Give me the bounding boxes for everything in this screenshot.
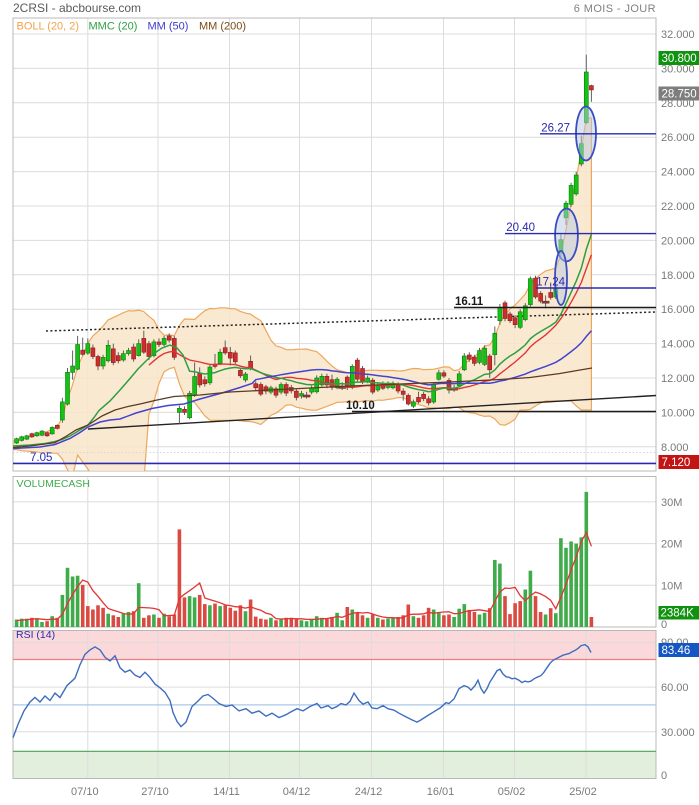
svg-text:12.000: 12.000 — [661, 373, 695, 385]
svg-text:32.000: 32.000 — [661, 29, 695, 41]
svg-text:20M: 20M — [661, 539, 682, 551]
svg-text:MMC (20): MMC (20) — [89, 21, 138, 33]
svg-text:25/02: 25/02 — [569, 786, 597, 798]
svg-text:0: 0 — [661, 619, 667, 631]
svg-text:20.40: 20.40 — [506, 222, 535, 234]
svg-text:10.10: 10.10 — [346, 400, 375, 412]
svg-text:2384K: 2384K — [661, 608, 695, 620]
svg-text:30M: 30M — [661, 497, 682, 509]
svg-text:60.00: 60.00 — [661, 682, 689, 694]
svg-text:30.800: 30.800 — [662, 53, 697, 65]
svg-text:83.46: 83.46 — [662, 645, 691, 657]
svg-text:VOLUMECASH: VOLUMECASH — [17, 478, 91, 490]
svg-text:6 MOIS - JOUR: 6 MOIS - JOUR — [574, 3, 656, 15]
svg-text:05/02: 05/02 — [498, 786, 526, 798]
svg-text:BOLL (20, 2): BOLL (20, 2) — [17, 21, 80, 33]
svg-text:0: 0 — [661, 770, 667, 782]
svg-text:MM (50): MM (50) — [148, 21, 189, 33]
svg-text:7.120: 7.120 — [662, 457, 691, 469]
svg-text:18.000: 18.000 — [661, 270, 695, 282]
svg-text:14/11: 14/11 — [213, 786, 240, 798]
svg-text:24/12: 24/12 — [355, 786, 383, 798]
svg-text:RSI (14): RSI (14) — [16, 629, 55, 641]
svg-text:8.000: 8.000 — [661, 442, 689, 454]
svg-text:30.000: 30.000 — [661, 63, 695, 75]
svg-text:10M: 10M — [661, 580, 682, 592]
svg-text:20.000: 20.000 — [661, 235, 695, 247]
svg-text:16.11: 16.11 — [455, 296, 484, 308]
svg-text:30.000: 30.000 — [661, 727, 695, 739]
svg-text:17.24: 17.24 — [536, 277, 565, 289]
svg-text:14.000: 14.000 — [661, 339, 695, 351]
svg-text:2CRSI - abcbourse.com: 2CRSI - abcbourse.com — [13, 1, 141, 15]
svg-text:27/10: 27/10 — [141, 786, 169, 798]
svg-text:10.000: 10.000 — [661, 407, 695, 419]
svg-text:04/12: 04/12 — [283, 786, 311, 798]
svg-text:7.05: 7.05 — [30, 452, 52, 464]
svg-text:07/10: 07/10 — [71, 786, 99, 798]
svg-text:26.27: 26.27 — [541, 122, 570, 134]
svg-text:28.750: 28.750 — [662, 89, 697, 101]
svg-text:24.000: 24.000 — [661, 167, 695, 179]
svg-text:MM (200): MM (200) — [199, 21, 246, 33]
svg-text:26.000: 26.000 — [661, 132, 695, 144]
svg-text:16/01: 16/01 — [427, 786, 455, 798]
svg-text:22.000: 22.000 — [661, 201, 695, 213]
svg-text:16.000: 16.000 — [661, 304, 695, 316]
